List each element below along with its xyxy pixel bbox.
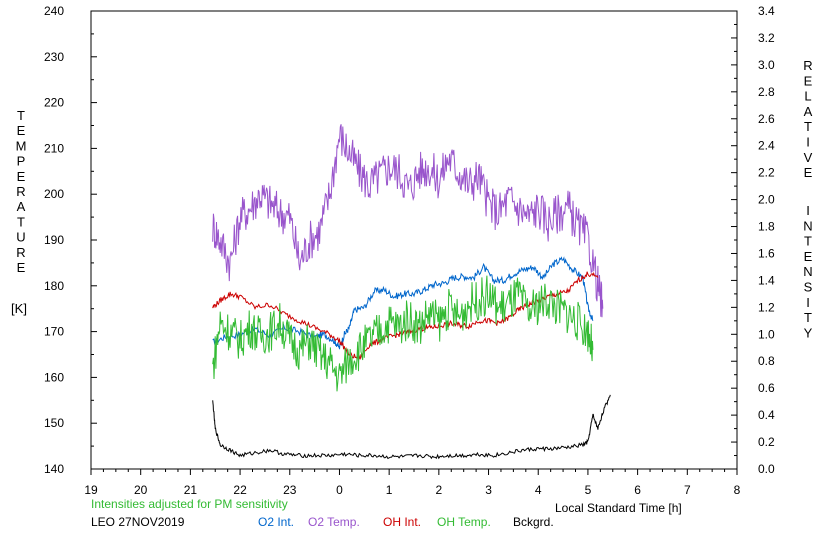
series-line-oh-int	[212, 271, 599, 360]
left-tick-label-8: 220	[44, 96, 64, 110]
left-axis-tick-labels: 140 150 160 170 180 190 200 210 220 230 240	[44, 4, 64, 476]
legend-oh-int: OH Int.	[383, 515, 421, 529]
note-text: Intensities adjusted for PM sensitivity	[91, 497, 288, 511]
left-label-letter-6: A	[17, 199, 26, 214]
left-tick-label-10: 240	[44, 4, 64, 18]
left-label-letter-10: E	[17, 260, 26, 275]
x-tick-label-4: 23	[283, 483, 297, 497]
right-label-letter-a3: A	[804, 104, 813, 119]
right-label-letter-b4: N	[803, 264, 812, 279]
x-tick-label-2: 21	[184, 483, 198, 497]
left-tick-label-4: 180	[44, 279, 64, 293]
left-tick-label-6: 200	[44, 187, 64, 201]
right-tick-label-15: 3.0	[758, 58, 775, 72]
plot-frame	[90, 10, 738, 470]
right-label-letter-a4: T	[804, 119, 812, 134]
right-tick-label-12: 2.4	[758, 139, 775, 153]
station-label: LEO 27NOV2019	[91, 515, 185, 529]
right-label-letter-a1: E	[804, 73, 813, 88]
legend-bckgrd: Bckgrd.	[513, 515, 554, 529]
left-label-letter-8: U	[16, 230, 25, 245]
right-label-letter-b7: T	[804, 310, 812, 325]
left-label-letter-4: E	[17, 169, 26, 184]
left-label-letter-3: P	[17, 154, 26, 169]
left-tick-label-5: 190	[44, 233, 64, 247]
right-tick-label-13: 2.6	[758, 112, 775, 126]
right-label-letter-b8: Y	[804, 325, 813, 340]
left-label-letter-0: T	[17, 108, 25, 123]
x-tick-label-9: 4	[535, 483, 542, 497]
tick-marks	[90, 10, 738, 475]
left-label-letter-1: E	[17, 123, 26, 138]
x-tick-label-6: 1	[386, 483, 393, 497]
right-tick-label-17: 3.4	[758, 4, 775, 18]
right-tick-label-16: 3.2	[758, 31, 775, 45]
right-tick-label-6: 1.2	[758, 300, 775, 314]
right-tick-label-8: 1.6	[758, 246, 775, 260]
left-tick-label-2: 160	[44, 370, 64, 384]
x-tick-label-8: 3	[485, 483, 492, 497]
left-label-letter-2: M	[16, 138, 27, 153]
right-label-letter-b2: T	[804, 234, 812, 249]
right-label-letter-a6: V	[804, 150, 813, 165]
right-label-letter-a2: L	[804, 89, 811, 104]
left-tick-label-1: 150	[44, 416, 64, 430]
right-tick-label-14: 2.8	[758, 85, 775, 99]
right-tick-label-3: 0.6	[758, 381, 775, 395]
series-line-o2-temp	[212, 124, 604, 318]
x-axis-tick-labels: 19 20 21 22 23 0 1 2 3 4 5 6 7 8	[84, 483, 740, 497]
right-tick-label-4: 0.8	[758, 354, 775, 368]
series-line-oh-temp	[212, 275, 594, 392]
series-line-bckgrd	[212, 394, 611, 460]
x-tick-label-7: 2	[436, 483, 443, 497]
right-label-letter-a5: I	[806, 135, 810, 150]
x-tick-label-0: 19	[84, 483, 98, 497]
right-tick-label-10: 2.0	[758, 193, 775, 207]
x-tick-label-5: 0	[336, 483, 343, 497]
right-tick-label-11: 2.2	[758, 166, 775, 180]
right-tick-label-2: 0.4	[758, 408, 775, 422]
left-tick-label-9: 230	[44, 50, 64, 64]
right-label-letter-a7: E	[804, 165, 813, 180]
series-line-o2-int	[212, 256, 594, 350]
legend-oh-temp: OH Temp.	[437, 515, 491, 529]
right-tick-label-0: 0.0	[758, 462, 775, 476]
right-label-letter-b5: S	[804, 280, 813, 295]
left-label-unit: [K]	[11, 301, 27, 316]
left-label-letter-5: R	[16, 184, 25, 199]
x-tick-label-11: 6	[634, 483, 641, 497]
right-axis-tick-labels: 0.0 0.2 0.4 0.6 0.8 1.0 1.2 1.4 1.6 1.8 2.0 2.2 2.4 2…	[758, 4, 775, 476]
legend-o2-int: O2 Int.	[258, 515, 294, 529]
right-label-letter-a0: R	[803, 58, 812, 73]
right-label-letter-b0: I	[806, 203, 810, 218]
left-tick-label-0: 140	[44, 462, 64, 476]
x-tick-label-10: 5	[585, 483, 592, 497]
left-label-letter-9: R	[16, 245, 25, 260]
right-tick-label-7: 1.4	[758, 273, 775, 287]
right-tick-label-1: 0.2	[758, 435, 775, 449]
series-layer	[212, 124, 611, 460]
x-tick-label-12: 7	[684, 483, 691, 497]
right-label-letter-b1: N	[803, 218, 812, 233]
right-tick-label-5: 1.0	[758, 327, 775, 341]
left-tick-label-7: 210	[44, 141, 64, 155]
legend-o2-temp: O2 Temp.	[308, 515, 360, 529]
x-tick-label-13: 8	[734, 483, 741, 497]
right-label-letter-b3: E	[804, 249, 813, 264]
left-label-letter-7: T	[17, 214, 25, 229]
left-tick-label-3: 170	[44, 325, 64, 339]
x-tick-label-1: 20	[134, 483, 148, 497]
right-label-letter-b6: I	[806, 295, 810, 310]
x-tick-label-3: 22	[233, 483, 247, 497]
right-tick-label-9: 1.8	[758, 220, 775, 234]
x-axis-label: Local Standard Time [h]	[555, 501, 682, 515]
